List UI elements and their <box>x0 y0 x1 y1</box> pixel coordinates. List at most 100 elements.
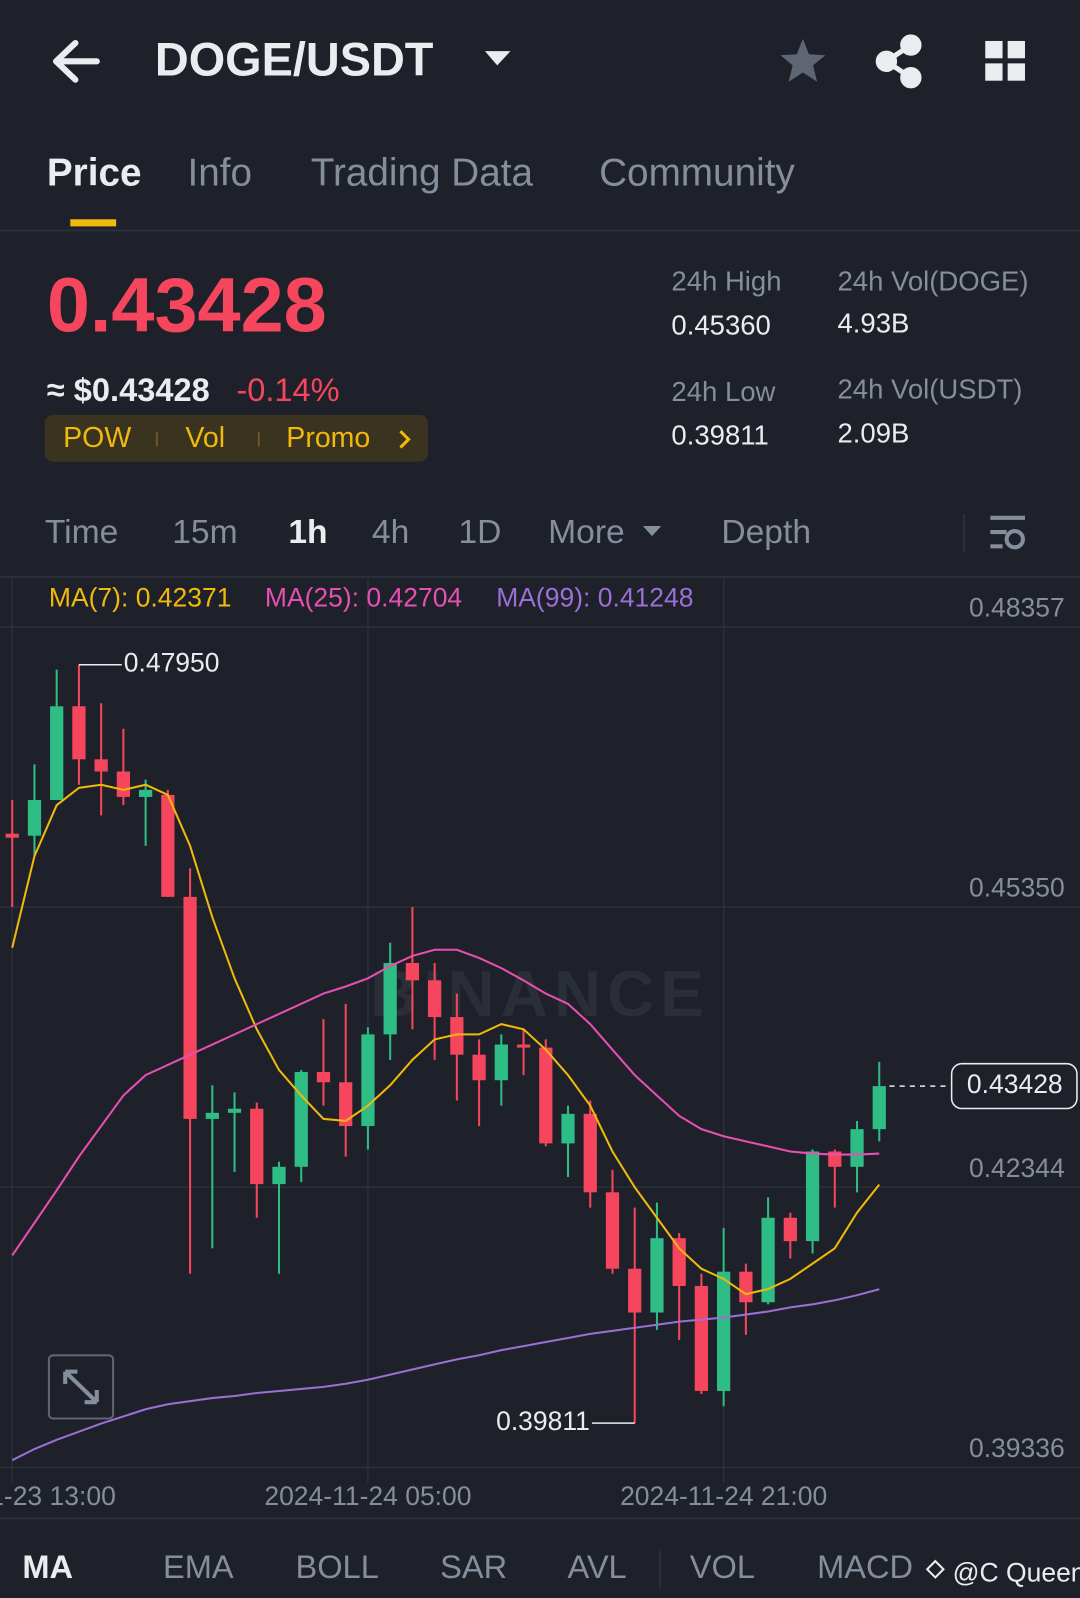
candle-body <box>494 1044 508 1081</box>
interval[interactable]: Depth <box>721 514 811 551</box>
indicator[interactable]: AVL <box>568 1548 627 1585</box>
tag-bar[interactable] <box>44 414 428 462</box>
candle-body <box>428 980 442 1018</box>
candle-body <box>183 896 197 1119</box>
candle-body <box>94 759 108 772</box>
expand-button[interactable] <box>47 1354 115 1420</box>
interval[interactable]: Time <box>45 514 118 551</box>
credit: @C Queen <box>953 1557 1080 1587</box>
stat-value: 2.09B <box>838 418 910 449</box>
candle-body <box>205 1112 219 1119</box>
indicator[interactable]: MA <box>22 1548 73 1585</box>
indicator[interactable]: SAR <box>440 1548 507 1585</box>
candle-body <box>138 789 153 797</box>
ma-line <box>11 948 880 1256</box>
y-tick-label: 0.48357 <box>969 592 1065 622</box>
x-tick-label: 2024-11-24 21:00 <box>620 1481 827 1511</box>
pair-dropdown[interactable] <box>484 51 511 66</box>
tag[interactable]: Vol <box>185 422 225 454</box>
legend-entry: MA(25): 0.42704 <box>265 582 462 612</box>
candle-body <box>872 1086 886 1130</box>
tab[interactable]: Trading Data <box>311 152 534 195</box>
fiat-price: ≈ $0.43428 <box>47 371 210 408</box>
interval[interactable]: 4h <box>372 514 409 551</box>
candle-body <box>227 1108 242 1113</box>
pair-title[interactable]: DOGE/USDT <box>155 34 434 86</box>
tab-indicator <box>70 219 117 227</box>
candle-body <box>717 1271 731 1391</box>
stat-value: 0.39811 <box>671 420 768 451</box>
candle-body <box>650 1238 664 1313</box>
candle-body <box>450 1017 464 1055</box>
min-label: 0.39811 <box>496 1406 590 1436</box>
y-tick-label: 0.42344 <box>969 1153 1065 1183</box>
y-tick-label: 0.45350 <box>969 873 1065 903</box>
indicator[interactable]: VOL <box>690 1548 755 1585</box>
x-tick-label: 2024-11-23 13:00 <box>0 1481 116 1511</box>
last-price-label: 0.43428 <box>967 1069 1063 1099</box>
candle-body <box>339 1082 353 1127</box>
indicator[interactable]: EMA <box>163 1548 234 1585</box>
ma-line <box>11 1288 880 1462</box>
candle-body <box>583 1113 597 1193</box>
candle-body <box>383 963 397 1035</box>
x-tick-label: 2024-11-24 05:00 <box>264 1481 471 1511</box>
indicator[interactable]: MACD <box>817 1548 913 1585</box>
stat-value: 4.93B <box>838 307 910 338</box>
candle-body <box>472 1054 486 1081</box>
price-change: -0.14% <box>236 371 339 408</box>
more-dropdown[interactable] <box>642 525 662 537</box>
stat-label: 24h Low <box>671 376 775 407</box>
candle-body <box>250 1108 264 1185</box>
stat-label: 24h Vol(DOGE) <box>838 266 1029 297</box>
candle-body <box>516 1044 531 1048</box>
favorite-icon[interactable] <box>780 38 826 82</box>
credit-icon <box>925 1559 945 1579</box>
last-price: 0.43428 <box>47 262 327 348</box>
interval[interactable]: 15m <box>172 514 237 551</box>
candle-body <box>739 1271 753 1303</box>
candle-body <box>272 1166 286 1185</box>
y-tick-label: 0.39336 <box>969 1433 1065 1463</box>
stat-label: 24h High <box>671 266 781 297</box>
interval[interactable]: More <box>548 514 625 551</box>
candle-body <box>161 794 175 897</box>
stat-value: 0.45360 <box>671 310 770 341</box>
back-button[interactable] <box>52 39 100 83</box>
candle-body <box>561 1113 575 1144</box>
tab[interactable]: Info <box>187 152 252 195</box>
last-price-box <box>950 1062 1078 1110</box>
tab[interactable]: Community <box>599 152 795 195</box>
candle-body <box>361 1034 375 1127</box>
candle-body <box>805 1151 820 1242</box>
candle-body <box>405 963 420 981</box>
plot: 0.47950 0.39811 0.43428 <box>5 648 1078 1462</box>
stat-label: 24h Vol(USDT) <box>838 374 1023 405</box>
tag[interactable]: Promo <box>286 422 370 454</box>
tab[interactable]: Price <box>47 152 142 195</box>
interval[interactable]: 1h <box>288 514 327 551</box>
candle-body <box>50 706 64 801</box>
candle-body <box>27 800 42 836</box>
candle-body <box>294 1072 308 1167</box>
legend-entry: MA(99): 0.41248 <box>496 582 693 612</box>
tag[interactable]: POW <box>63 422 131 454</box>
indicator[interactable]: BOLL <box>295 1548 378 1585</box>
candle-body <box>72 706 86 760</box>
menu-icon[interactable] <box>985 40 1025 81</box>
candle-body <box>628 1268 642 1313</box>
interval[interactable]: 1D <box>458 514 501 551</box>
candle-body <box>539 1047 553 1144</box>
candle-body <box>694 1285 709 1391</box>
candle-body <box>850 1129 864 1167</box>
settings-icon[interactable] <box>990 515 1025 550</box>
watermark: BINANCE <box>370 957 710 1030</box>
candle-body <box>5 833 19 838</box>
ma-line <box>11 783 881 1296</box>
share-icon[interactable] <box>875 34 922 89</box>
candle-body <box>605 1192 620 1269</box>
candle-body <box>116 771 131 797</box>
grid: 0.48357 0.45350 0.42344 0.39336 2024-11-23 1… <box>0 578 1080 1511</box>
